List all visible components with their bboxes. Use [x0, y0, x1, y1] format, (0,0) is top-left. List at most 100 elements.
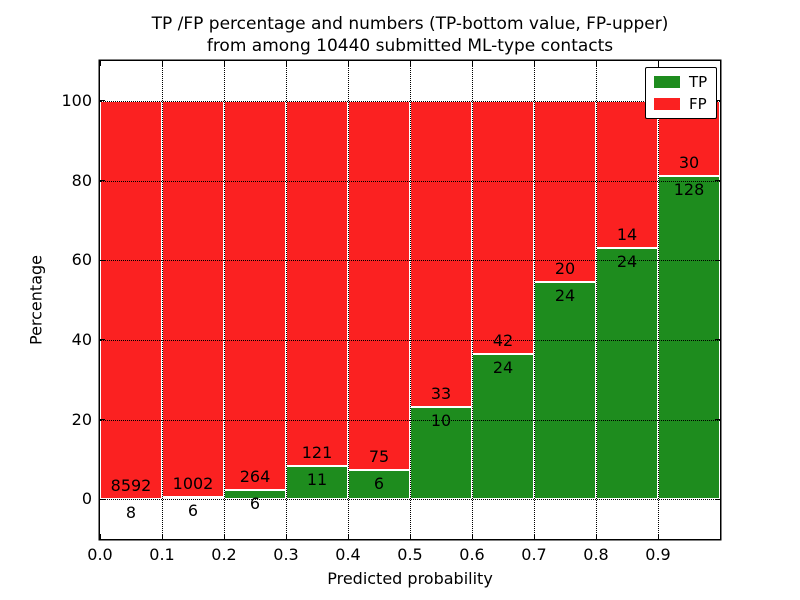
fp-color-swatch [654, 98, 680, 110]
tp-count-label: 11 [306, 469, 328, 489]
fp-count-label: 14 [616, 224, 638, 244]
x-tick-mark [285, 534, 287, 539]
x-tick-label: 0.5 [397, 545, 423, 564]
y-tick-mark [715, 339, 720, 341]
x-tick-mark [595, 61, 597, 66]
x-tick-mark [223, 534, 225, 539]
legend-label-tp: TP [689, 73, 708, 91]
x-tick-label: 0.8 [583, 545, 609, 564]
y-tick-label: 40 [71, 329, 92, 349]
horizontal-gridline [100, 419, 720, 421]
x-tick-mark [533, 61, 535, 66]
y-tick-label: 0 [81, 489, 92, 509]
y-tick-mark [100, 180, 105, 181]
vertical-gridline [596, 61, 597, 539]
tp-count-label: 128 [673, 180, 705, 200]
tp-bar-segment [286, 465, 348, 500]
x-tick-mark [533, 534, 535, 539]
tp-color-swatch [654, 76, 680, 88]
tp-count-label: 10 [430, 410, 452, 430]
tp-bar-segment [534, 281, 596, 500]
vertical-gridline [162, 61, 163, 539]
fp-count-label: 42 [492, 331, 514, 351]
y-tick-mark [100, 339, 105, 341]
x-tick-mark [99, 534, 101, 539]
tp-count-label: 24 [492, 358, 514, 378]
tp-bar-segment [472, 354, 534, 500]
fp-bar-segment [534, 100, 596, 282]
x-tick-mark [471, 61, 473, 66]
x-tick-mark [595, 534, 597, 539]
x-tick-mark [347, 534, 349, 539]
y-tick-mark [715, 180, 720, 181]
y-tick-mark [100, 419, 105, 420]
x-tick-mark [99, 61, 101, 66]
fp-bar-segment [100, 100, 162, 499]
fp-count-label: 30 [678, 153, 700, 173]
tp-count-label: 24 [554, 285, 576, 305]
x-tick-mark [161, 534, 163, 539]
horizontal-gridline [100, 339, 720, 341]
x-tick-label: 0.6 [459, 545, 485, 564]
fp-count-label: 20 [554, 258, 576, 278]
tp-bar-segment [348, 469, 410, 500]
horizontal-gridline [100, 260, 720, 262]
fp-bar-segment [286, 100, 348, 466]
horizontal-gridline [100, 180, 720, 182]
y-tick-mark [715, 100, 720, 102]
y-tick-label: 80 [71, 170, 92, 190]
legend-item-tp: TP [654, 73, 708, 91]
x-tick-label: 0.2 [211, 545, 237, 564]
x-tick-mark [409, 61, 411, 66]
tp-count-label: 6 [249, 494, 261, 514]
y-tick-mark [715, 259, 720, 261]
tp-count-label: 8 [125, 502, 137, 522]
x-tick-mark [657, 61, 659, 66]
x-tick-mark [285, 61, 287, 66]
chart-title-line2: from among 10440 submitted ML-type conta… [206, 36, 614, 56]
y-tick-mark [715, 419, 720, 420]
x-tick-mark [657, 534, 659, 539]
fp-bar-segment [472, 100, 534, 355]
x-tick-mark [161, 61, 163, 66]
horizontal-gridline [100, 499, 720, 501]
y-tick-label: 20 [71, 409, 92, 429]
fp-count-label: 8592 [110, 475, 152, 495]
y-tick-mark [715, 498, 720, 500]
x-tick-label: 0.3 [273, 545, 299, 564]
x-tick-mark [471, 534, 473, 539]
tp-count-label: 6 [373, 473, 385, 493]
legend: TP FP [645, 67, 718, 119]
y-tick-mark [100, 259, 105, 261]
x-tick-mark [347, 61, 349, 66]
fp-bar-segment [162, 100, 224, 497]
vertical-gridline [410, 61, 411, 539]
tp-count-label: 6 [187, 500, 199, 520]
x-tick-label: 0.9 [645, 545, 671, 564]
x-tick-mark [409, 534, 411, 539]
vertical-gridline [348, 61, 349, 539]
x-tick-mark [719, 534, 721, 539]
fp-count-label: 264 [239, 467, 271, 487]
y-tick-mark [100, 100, 105, 102]
fp-bar-segment [410, 100, 472, 407]
tp-bar-segment [410, 406, 472, 500]
y-tick-label: 100 [61, 90, 92, 110]
fp-bar-segment [224, 100, 286, 491]
fp-count-label: 121 [301, 442, 333, 462]
legend-label-fp: FP [689, 95, 707, 113]
x-tick-label: 0.7 [521, 545, 547, 564]
fp-count-label: 1002 [172, 473, 214, 493]
chart-title-line1: TP /FP percentage and numbers (TP-bottom… [151, 14, 669, 34]
y-tick-label: 60 [71, 250, 92, 270]
x-tick-label: 0.1 [149, 545, 175, 564]
x-tick-label: 0.4 [335, 545, 361, 564]
fp-bar-segment [596, 100, 658, 248]
x-tick-mark [719, 61, 721, 66]
horizontal-gridline [100, 100, 720, 102]
legend-item-fp: FP [654, 95, 707, 113]
x-tick-mark [223, 61, 225, 66]
vertical-gridline [472, 61, 473, 539]
vertical-gridline [534, 61, 535, 539]
